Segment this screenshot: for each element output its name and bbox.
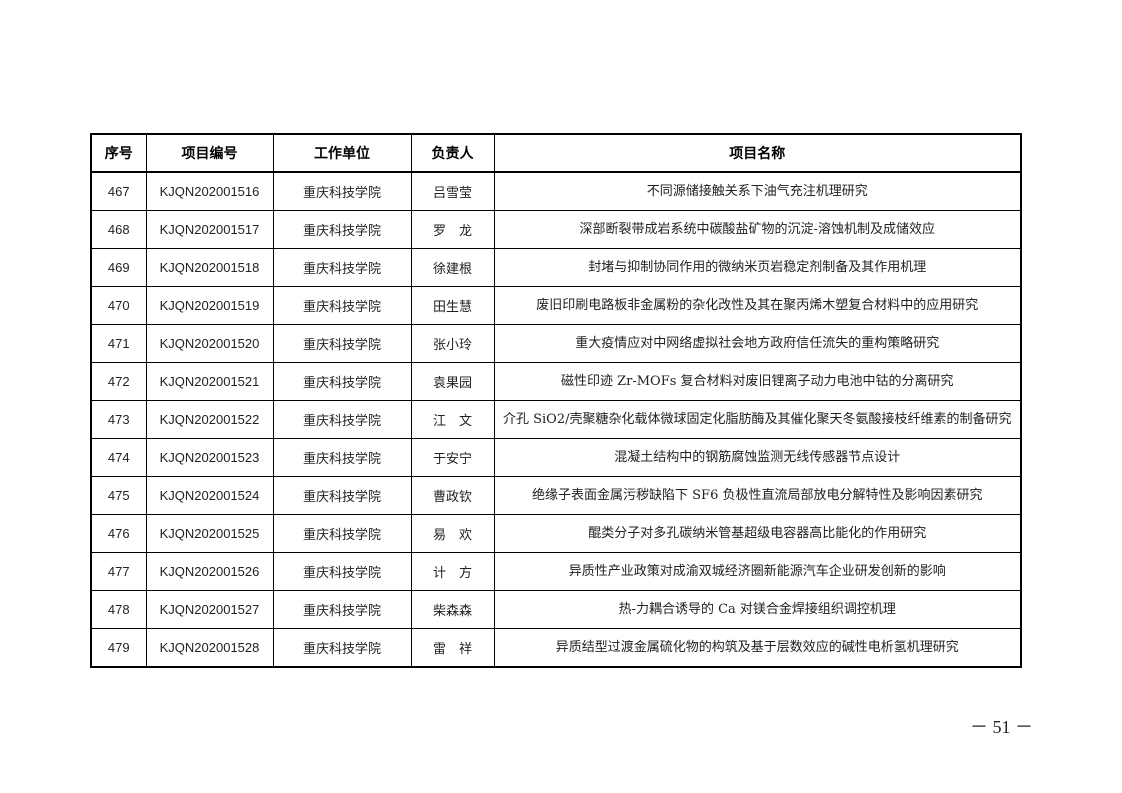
cell-leader: 柴森森 <box>410 590 495 629</box>
header-index: 序号 <box>90 133 147 173</box>
header-project-name: 项目名称 <box>493 133 1022 173</box>
cell-leader: 袁果园 <box>410 362 495 401</box>
cell-unit: 重庆科技学院 <box>272 210 412 249</box>
cell-unit: 重庆科技学院 <box>272 438 412 477</box>
cell-project-id: KJQN202001521 <box>145 362 274 401</box>
cell-project-id: KJQN202001519 <box>145 286 274 325</box>
cell-project-id: KJQN202001520 <box>145 324 274 363</box>
cell-index: 471 <box>90 324 147 363</box>
cell-project-id: KJQN202001516 <box>145 171 274 211</box>
cell-unit: 重庆科技学院 <box>272 286 412 325</box>
cell-index: 473 <box>90 400 147 439</box>
table-row: 469 KJQN202001518 重庆科技学院 徐建根 封堵与抑制协同作用的微纳米页岩… <box>90 248 1022 287</box>
cell-project-name: 异质结型过渡金属硫化物的构筑及基于层数效应的碱性电析氢机理研究 <box>493 628 1022 668</box>
cell-project-name: 醌类分子对多孔碳纳米管基超级电容器高比能化的作用研究 <box>493 514 1022 553</box>
cell-index: 477 <box>90 552 147 591</box>
cell-unit: 重庆科技学院 <box>272 552 412 591</box>
project-table: 序号 项目编号 工作单位 负责人 项目名称 467 KJQN202001516 重庆… <box>90 133 1022 668</box>
cell-project-name: 重大疫情应对中网络虚拟社会地方政府信任流失的重构策略研究 <box>493 324 1022 363</box>
cell-leader: 于安宁 <box>410 438 495 477</box>
cell-index: 476 <box>90 514 147 553</box>
table-row: 474 KJQN202001523 重庆科技学院 于安宁 混凝土结构中的钢筋腐蚀监测无线… <box>90 438 1022 477</box>
cell-project-id: KJQN202001524 <box>145 476 274 515</box>
table-row: 468 KJQN202001517 重庆科技学院罗 龙深部断裂带成岩系统中碳酸盐矿物… <box>90 210 1022 249</box>
cell-project-id: KJQN202001528 <box>145 628 274 668</box>
cell-project-name: 封堵与抑制协同作用的微纳米页岩稳定剂制备及其作用机理 <box>493 248 1022 287</box>
header-project-id: 项目编号 <box>145 133 274 173</box>
cell-unit: 重庆科技学院 <box>272 628 412 668</box>
cell-leader: 曹政钦 <box>410 476 495 515</box>
cell-unit: 重庆科技学院 <box>272 400 412 439</box>
table-row: 476 KJQN202001525 重庆科技学院易 欢醌类分子对多孔碳纳米管基超级电… <box>90 514 1022 553</box>
cell-project-name: 不同源储接触关系下油气充注机理研究 <box>493 171 1022 211</box>
cell-project-id: KJQN202001523 <box>145 438 274 477</box>
cell-leader: 徐建根 <box>410 248 495 287</box>
cell-unit: 重庆科技学院 <box>272 362 412 401</box>
cell-index: 468 <box>90 210 147 249</box>
table-header-row: 序号 项目编号 工作单位 负责人 项目名称 <box>90 133 1022 173</box>
table-row: 471 KJQN202001520 重庆科技学院 张小玲 重大疫情应对中网络虚拟社会地方… <box>90 324 1022 363</box>
table-row: 475 KJQN202001524 重庆科技学院 曹政钦 绝缘子表面金属污秽缺陷下 SF… <box>90 476 1022 515</box>
cell-unit: 重庆科技学院 <box>272 248 412 287</box>
table-row: 478 KJQN202001527 重庆科技学院 柴森森 热-力耦合诱导的 Ca 对镁合… <box>90 590 1022 629</box>
cell-leader: 田生慧 <box>410 286 495 325</box>
cell-index: 470 <box>90 286 147 325</box>
cell-project-id: KJQN202001526 <box>145 552 274 591</box>
cell-index: 472 <box>90 362 147 401</box>
cell-leader: 吕雪莹 <box>410 171 495 211</box>
table-row: 472 KJQN202001521 重庆科技学院 袁果园 磁性印迹 Zr-MOFs 复合… <box>90 362 1022 401</box>
cell-leader: 雷 祥 <box>410 628 495 668</box>
table-row: 479 KJQN202001528 重庆科技学院雷 祥异质结型过渡金属硫化物的构筑及… <box>90 628 1022 668</box>
cell-index: 467 <box>90 171 147 211</box>
cell-unit: 重庆科技学院 <box>272 590 412 629</box>
cell-unit: 重庆科技学院 <box>272 171 412 211</box>
cell-project-name: 异质性产业政策对成渝双城经济圈新能源汽车企业研发创新的影响 <box>493 552 1022 591</box>
cell-project-id: KJQN202001527 <box>145 590 274 629</box>
table-row: 467 KJQN202001516 重庆科技学院 吕雪莹 不同源储接触关系下油气充注机理… <box>90 171 1022 211</box>
cell-unit: 重庆科技学院 <box>272 324 412 363</box>
table-row: 470 KJQN202001519 重庆科技学院 田生慧 废旧印刷电路板非金属粉的杂化改… <box>90 286 1022 325</box>
cell-project-name: 磁性印迹 Zr-MOFs 复合材料对废旧锂离子动力电池中钴的分离研究 <box>493 362 1022 401</box>
table-row: 477 KJQN202001526 重庆科技学院计 方异质性产业政策对成渝双城经济圈… <box>90 552 1022 591</box>
cell-project-id: KJQN202001525 <box>145 514 274 553</box>
cell-unit: 重庆科技学院 <box>272 476 412 515</box>
cell-leader: 易 欢 <box>410 514 495 553</box>
cell-leader: 计 方 <box>410 552 495 591</box>
cell-project-id: KJQN202001518 <box>145 248 274 287</box>
cell-index: 469 <box>90 248 147 287</box>
cell-index: 478 <box>90 590 147 629</box>
cell-index: 475 <box>90 476 147 515</box>
cell-project-name: 废旧印刷电路板非金属粉的杂化改性及其在聚丙烯木塑复合材料中的应用研究 <box>493 286 1022 325</box>
cell-project-name: 深部断裂带成岩系统中碳酸盐矿物的沉淀-溶蚀机制及成储效应 <box>493 210 1022 249</box>
cell-project-name: 绝缘子表面金属污秽缺陷下 SF6 负极性直流局部放电分解特性及影响因素研究 <box>493 476 1022 515</box>
cell-leader: 罗 龙 <box>410 210 495 249</box>
page-number: － 51 － <box>970 717 1033 737</box>
cell-leader: 张小玲 <box>410 324 495 363</box>
cell-project-id: KJQN202001522 <box>145 400 274 439</box>
cell-index: 474 <box>90 438 147 477</box>
cell-project-id: KJQN202001517 <box>145 210 274 249</box>
cell-index: 479 <box>90 628 147 668</box>
cell-unit: 重庆科技学院 <box>272 514 412 553</box>
cell-leader: 江 文 <box>410 400 495 439</box>
cell-project-name: 热-力耦合诱导的 Ca 对镁合金焊接组织调控机理 <box>493 590 1022 629</box>
cell-project-name: 介孔 SiO2/壳聚糖杂化载体微球固定化脂肪酶及其催化聚天冬氨酸接枝纤维素的制备… <box>493 400 1022 439</box>
header-unit: 工作单位 <box>272 133 412 173</box>
cell-project-name: 混凝土结构中的钢筋腐蚀监测无线传感器节点设计 <box>493 438 1022 477</box>
table-row: 473 KJQN202001522 重庆科技学院江 文介孔 SiO2/壳聚糖杂化载体… <box>90 400 1022 439</box>
header-leader: 负责人 <box>410 133 495 173</box>
